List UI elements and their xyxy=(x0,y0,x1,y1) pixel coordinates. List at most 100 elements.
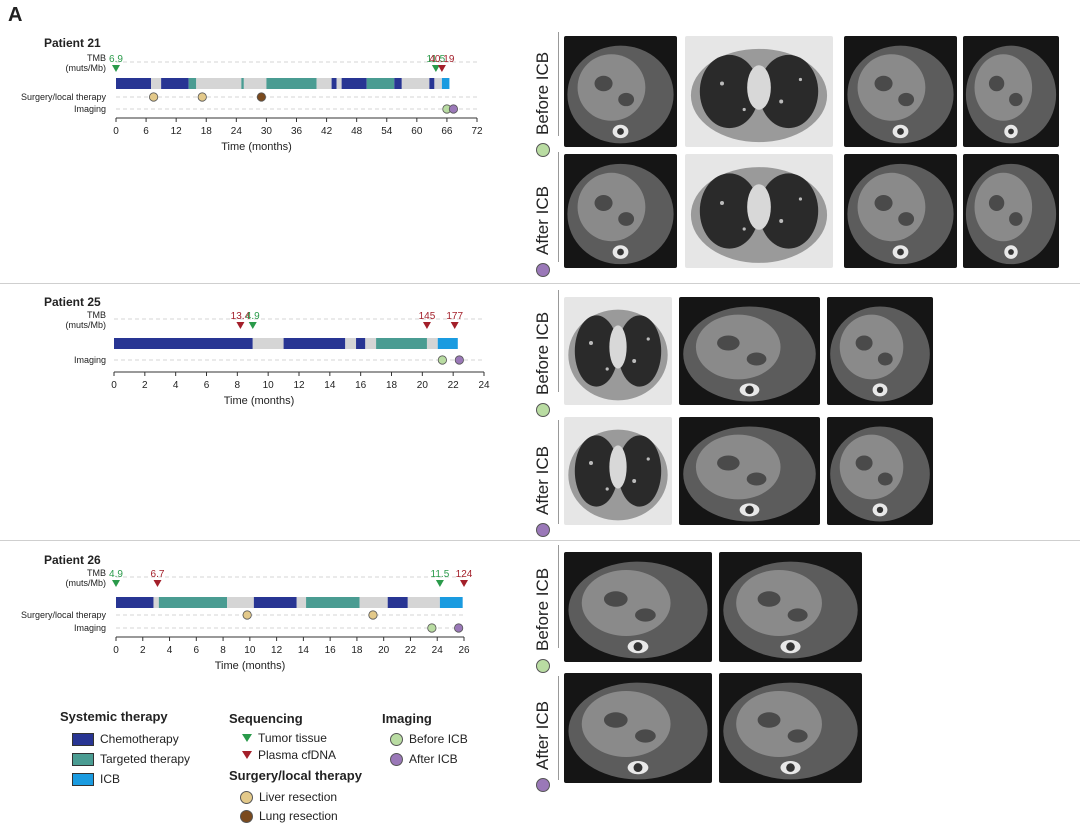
tmb-value-label: 4.9 xyxy=(246,311,260,322)
legend-imaging-title: Imaging xyxy=(382,711,432,726)
therapy-segment-chemo xyxy=(356,338,366,349)
plasma-cfdna-marker xyxy=(437,65,446,72)
after-icb-label: After ICB xyxy=(533,186,552,255)
before-icb-dot-icon xyxy=(536,403,550,417)
ct-scan-image-lung xyxy=(685,36,833,147)
ct-scan-image-liver xyxy=(564,673,712,783)
therapy-segment-targeted xyxy=(306,597,360,608)
legend-chemo: Chemotherapy xyxy=(72,732,179,746)
plasma-cfdna-marker xyxy=(450,322,459,329)
after-icb-imaging-dot xyxy=(454,623,464,633)
icb-bracket-line xyxy=(558,676,559,780)
imaging-row-label: Imaging xyxy=(74,355,106,365)
tumor-tissue-marker xyxy=(248,322,257,329)
time-axis-title: Time (months) xyxy=(224,395,295,407)
therapy-segment-icb xyxy=(441,78,450,89)
therapy-segment-gap xyxy=(426,338,438,349)
legend-tumor-tissue: Tumor tissue xyxy=(242,731,327,745)
axis-tick-label: 22 xyxy=(448,380,460,391)
legend-tumor-tissue-label: Tumor tissue xyxy=(258,731,327,745)
before-icb-label: Before ICB xyxy=(533,311,552,395)
axis-tick-label: 24 xyxy=(432,645,444,656)
axis-tick-label: 2 xyxy=(142,380,148,391)
therapy-segment-gap xyxy=(336,78,342,89)
legend-lung-resection-label: Lung resection xyxy=(259,809,338,823)
tmb-value-label: 145 xyxy=(419,311,436,322)
legend-targeted-label: Targeted therapy xyxy=(100,752,191,766)
ct-scan-image-abd xyxy=(827,297,933,405)
ct-scan-image-liver xyxy=(564,552,712,662)
ct-scan-image-lung xyxy=(685,154,833,268)
icb-bracket-line xyxy=(558,152,559,262)
legend-systemic-title: Systemic therapy xyxy=(60,709,168,724)
section-divider xyxy=(0,540,1080,541)
axis-tick-label: 18 xyxy=(386,380,398,391)
therapy-segment-icb xyxy=(437,338,458,349)
axis-tick-label: 8 xyxy=(220,645,226,656)
ct-scan-image-lung2 xyxy=(564,297,672,405)
legend-plasma-cfdna: Plasma cfDNA xyxy=(242,748,336,762)
therapy-segment-gap xyxy=(227,597,254,608)
axis-tick-label: 60 xyxy=(411,126,423,137)
tmb-value-label: 11.5 xyxy=(427,54,446,65)
axis-tick-label: 20 xyxy=(417,380,429,391)
tmb-value-label: 11.5 xyxy=(431,569,450,580)
icb-bracket-line xyxy=(558,32,559,136)
therapy-segment-targeted xyxy=(188,78,197,89)
axis-tick-label: 42 xyxy=(321,126,333,137)
axis-tick-label: 54 xyxy=(381,126,393,137)
tmb-value-label: 4.9 xyxy=(109,569,123,580)
tmb-unit-label: (muts/Mb) xyxy=(66,63,107,73)
ct-scan-image-lung2 xyxy=(564,417,672,525)
after-icb-imaging-dot xyxy=(454,355,464,365)
panel-letter: A xyxy=(8,4,23,26)
therapy-segment-icb xyxy=(439,597,463,608)
time-axis-title: Time (months) xyxy=(215,660,286,672)
therapy-segment-chemo xyxy=(116,597,154,608)
liver-resection-dot xyxy=(242,610,252,620)
tumor-tissue-marker xyxy=(431,65,440,72)
axis-tick-label: 0 xyxy=(113,126,119,137)
tmb-row-label: TMB xyxy=(87,568,106,578)
after-icb-dot-icon xyxy=(536,263,550,277)
ct-scan-image-mass xyxy=(679,417,820,525)
therapy-segment-chemo xyxy=(116,78,152,89)
tmb-value-label: 13.4 xyxy=(231,311,251,322)
tmb-row-label: TMB xyxy=(87,310,106,320)
patient-title: Patient 21 xyxy=(44,36,101,50)
axis-tick-label: 4 xyxy=(173,380,179,391)
tumor-tissue-marker xyxy=(112,580,120,587)
axis-tick-label: 14 xyxy=(298,645,310,656)
after-icb-label: After ICB xyxy=(533,446,552,515)
legend-lung-resection: Lung resection xyxy=(240,809,338,823)
ct-scan-image-pelvis xyxy=(844,36,957,147)
therapy-segment-gap xyxy=(359,597,388,608)
axis-tick-label: 12 xyxy=(171,126,183,137)
before-icb-dot-icon xyxy=(536,143,550,157)
tmb-value-label: 177 xyxy=(446,311,463,322)
ct-scan-image-mass xyxy=(679,297,820,405)
chemo-swatch xyxy=(72,732,94,746)
liver-resection-dot-icon xyxy=(240,790,253,804)
therapy-segment-chemo xyxy=(283,338,346,349)
legend-targeted: Targeted therapy xyxy=(72,752,190,766)
therapy-segment-gap xyxy=(434,78,442,89)
plasma-cfdna-marker xyxy=(236,322,245,329)
axis-tick-label: 24 xyxy=(231,126,243,137)
legend-icb-label: ICB xyxy=(100,772,121,786)
tmb-unit-label: (muts/Mb) xyxy=(66,578,107,588)
axis-tick-label: 30 xyxy=(261,126,273,137)
axis-tick-label: 12 xyxy=(271,645,283,656)
after-icb-label: After ICB xyxy=(533,701,552,770)
before-icb-imaging-dot xyxy=(427,623,437,633)
liver-resection-dot xyxy=(197,92,207,102)
axis-tick-label: 0 xyxy=(111,380,117,391)
tumor-tissue-triangle-icon xyxy=(242,734,252,742)
legend-surgery-title: Surgery/local therapy xyxy=(229,768,362,783)
axis-tick-label: 4 xyxy=(167,645,173,656)
legend-chemo-label: Chemotherapy xyxy=(100,732,179,746)
after-icb-imaging-dot xyxy=(448,104,459,114)
legend-after-icb-label: After ICB xyxy=(409,752,458,766)
tmb-value-label: 124 xyxy=(456,569,473,580)
